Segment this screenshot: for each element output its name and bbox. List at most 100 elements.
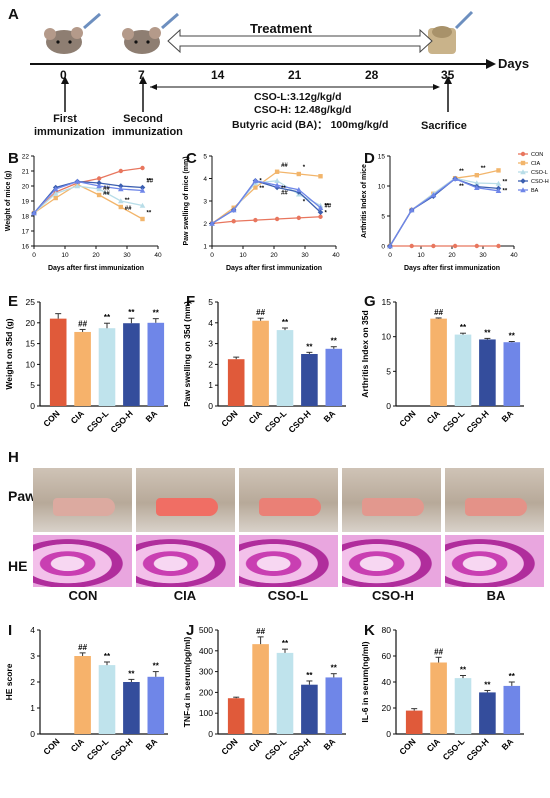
significance-mark: ## bbox=[125, 206, 132, 212]
significance-mark: ** bbox=[325, 203, 330, 209]
y-tick-label: 500 bbox=[199, 625, 213, 635]
bar-ba bbox=[147, 676, 165, 734]
x-tick-label: CON bbox=[41, 736, 61, 756]
significance-mark: ** bbox=[153, 309, 160, 318]
y-tick-label: 100 bbox=[199, 708, 213, 718]
he-stain-photo-cso-h bbox=[342, 535, 441, 587]
bar-cia bbox=[252, 644, 269, 734]
data-point bbox=[274, 177, 280, 183]
x-tick-label: 10 bbox=[417, 252, 425, 259]
x-tick-label: 20 bbox=[270, 252, 278, 259]
y-axis-label: Paw swelling on 35d (mm) bbox=[182, 301, 192, 407]
y-tick-label: 5 bbox=[386, 366, 391, 376]
dose-line-ba: Butyric acid (BA)： 100mg/kg/d bbox=[232, 119, 389, 131]
x-tick-label: 20 bbox=[92, 252, 100, 259]
significance-mark: ** bbox=[331, 664, 338, 673]
x-axis-label: Days after first immunization bbox=[404, 265, 500, 272]
panel-letter-i: I bbox=[8, 622, 13, 639]
chart-c-paw-swelling: 0 10 20 30 40 1 2 3 4 5 Days after first immunizat… bbox=[183, 153, 340, 272]
x-axis-label: Days after first immunization bbox=[48, 265, 144, 272]
tick-7: 7 bbox=[138, 68, 145, 82]
days-label: Days bbox=[498, 56, 530, 71]
significance-mark: * bbox=[325, 203, 328, 209]
significance-mark: * bbox=[303, 165, 306, 171]
legend-marker bbox=[520, 178, 526, 184]
data-point bbox=[274, 169, 280, 174]
y-tick-label: 300 bbox=[199, 667, 213, 677]
bar-cia bbox=[430, 318, 447, 406]
significance-mark: ** bbox=[484, 680, 491, 689]
data-point bbox=[139, 187, 146, 193]
tick-28: 28 bbox=[365, 68, 379, 82]
data-point bbox=[496, 243, 501, 249]
y-tick-label: 1 bbox=[30, 703, 35, 713]
y-tick-label: 20 bbox=[382, 703, 392, 713]
x-tick-label: CSO-L bbox=[85, 408, 111, 434]
bar-ba bbox=[147, 322, 165, 406]
tick-21: 21 bbox=[288, 68, 302, 82]
x-tick-label: CSO-H bbox=[286, 408, 312, 434]
bar-cia bbox=[430, 662, 447, 734]
x-tick-label: CSO-L bbox=[441, 408, 467, 434]
data-point bbox=[296, 171, 301, 177]
chart-i-he-score: 0 1 2 3 4 HE score CON ## CIA ** CSO-L ** CSO-H ** BA bbox=[4, 625, 168, 763]
y-axis-label: TNF-α in serum(pg/ml) bbox=[182, 636, 192, 727]
y-axis-label: IL-6 in serum(ng/ml) bbox=[360, 641, 370, 722]
data-point bbox=[252, 177, 259, 183]
data-point bbox=[230, 207, 237, 213]
data-point bbox=[474, 243, 479, 249]
bar-ba bbox=[503, 685, 521, 734]
data-point bbox=[452, 243, 458, 249]
x-tick-label: CON bbox=[219, 736, 239, 756]
y-tick-label: 200 bbox=[199, 687, 213, 697]
dose-line-csol: CSO-L:3.12g/kg/d bbox=[254, 91, 342, 103]
treatment-label: Treatment bbox=[250, 21, 313, 36]
data-point bbox=[53, 195, 58, 201]
x-tick-label: BA bbox=[321, 408, 337, 424]
data-point bbox=[231, 219, 236, 224]
data-point bbox=[74, 178, 81, 184]
data-point bbox=[296, 189, 302, 195]
tick-0: 0 bbox=[60, 68, 67, 82]
data-point bbox=[96, 183, 102, 189]
y-tick-label: 0 bbox=[386, 401, 391, 411]
legend-marker bbox=[520, 160, 526, 166]
panel-letter-f: F bbox=[186, 293, 196, 310]
x-tick-label: CSO-H bbox=[286, 736, 312, 762]
y-tick-label: 15 bbox=[378, 153, 386, 160]
x-tick-label: CIA bbox=[69, 736, 86, 753]
y-tick-label: 0 bbox=[30, 729, 35, 739]
tick-14: 14 bbox=[211, 68, 225, 82]
x-tick-label: 30 bbox=[301, 252, 309, 259]
bar-ba bbox=[325, 677, 343, 734]
bar-ba bbox=[325, 348, 343, 406]
x-tick-label: CIA bbox=[425, 736, 442, 753]
first-immunization-label: First immunization bbox=[34, 113, 105, 138]
x-tick-label: BA bbox=[499, 408, 515, 424]
x-tick-label: 40 bbox=[510, 252, 518, 259]
data-point bbox=[452, 176, 458, 181]
significance-mark: ** bbox=[153, 662, 160, 671]
y-tick-label: 1 bbox=[208, 380, 213, 390]
bar-cso-l bbox=[276, 652, 294, 734]
significance-mark: ** bbox=[503, 189, 508, 195]
significance-mark: ** bbox=[147, 179, 152, 185]
data-point bbox=[118, 168, 124, 174]
y-tick-label: 10 bbox=[378, 183, 386, 190]
paw-photo-cso-h bbox=[342, 468, 441, 532]
legend-marker bbox=[520, 151, 526, 157]
y-tick-label: 0 bbox=[208, 401, 213, 411]
panel-letter-e: E bbox=[8, 293, 19, 310]
bar-cia bbox=[74, 656, 91, 734]
legend-marker bbox=[520, 169, 526, 175]
y-tick-label: 15 bbox=[382, 297, 392, 307]
y-tick-label: 400 bbox=[199, 646, 213, 656]
group-label-ba: BA bbox=[486, 588, 506, 603]
y-axis-label: Weight on 35d (g) bbox=[4, 318, 14, 389]
y-axis-label: Arthritis Index on 35d bbox=[360, 310, 370, 397]
y-axis-label: Arthritis Index of mice bbox=[361, 164, 368, 238]
y-tick-label: 22 bbox=[22, 153, 30, 160]
chart-e-weight-35d: 0 5 10 15 20 25 Weight on 35d (g) CON ## CIA ** CSO… bbox=[4, 297, 168, 435]
significance-mark: ## bbox=[256, 627, 265, 636]
group-label-cia: CIA bbox=[173, 588, 197, 603]
